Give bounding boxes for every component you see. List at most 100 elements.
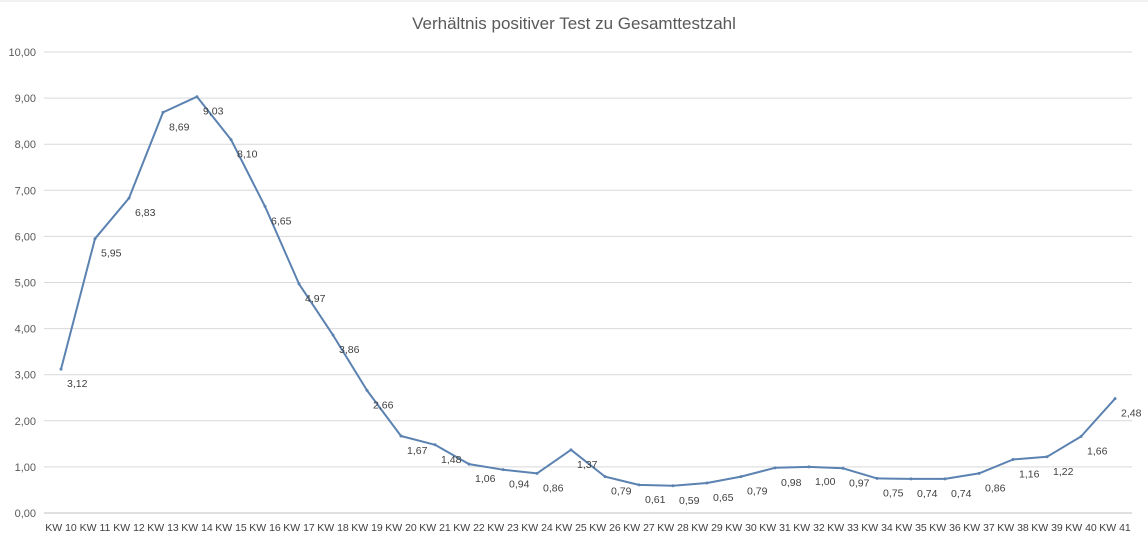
x-tick-label: KW 13	[147, 522, 179, 534]
data-point	[535, 471, 539, 475]
x-tick-label: KW 24	[521, 522, 553, 534]
data-point	[603, 475, 607, 479]
x-tick-label: KW 11	[80, 522, 111, 534]
data-label: 1,48	[441, 454, 462, 466]
y-tick-label: 5,00	[15, 278, 36, 290]
data-point	[569, 448, 573, 452]
data-point	[331, 333, 335, 337]
x-tick-label: KW 39	[1031, 522, 1063, 534]
x-tick-label: KW 22	[453, 522, 485, 534]
x-tick-label: KW 27	[623, 522, 655, 534]
y-tick-label: 2,00	[15, 416, 36, 428]
data-point	[297, 282, 301, 286]
data-label: 8,69	[169, 121, 190, 133]
y-tick-label: 10,00	[8, 47, 36, 59]
data-label: 1,37	[577, 459, 598, 471]
y-tick-label: 4,00	[15, 324, 36, 336]
data-label: 0,98	[781, 477, 802, 489]
x-tick-label: KW 20	[385, 522, 417, 534]
x-tick-label: KW 21	[419, 522, 451, 534]
x-tick-label: KW 25	[555, 522, 587, 534]
data-label: 0,74	[951, 488, 972, 500]
x-tick-label: KW 31	[759, 522, 791, 534]
y-tick-label: 3,00	[15, 370, 36, 382]
data-point	[195, 95, 199, 99]
data-point	[1045, 455, 1049, 459]
data-label: 4,97	[305, 293, 326, 305]
data-point	[1079, 434, 1083, 438]
x-tick-label: KW 35	[895, 522, 927, 534]
data-label: 3,12	[67, 378, 88, 390]
data-point	[399, 434, 403, 438]
chart-title: Verhältnis positiver Test zu Gesamttestz…	[412, 14, 736, 33]
data-label: 0,86	[543, 482, 564, 494]
data-point	[909, 477, 913, 481]
x-tick-label: KW 10	[45, 522, 77, 534]
data-point	[977, 471, 981, 475]
x-tick-label: KW 17	[283, 522, 315, 534]
x-tick-label: KW 41	[1099, 522, 1131, 534]
x-tick-label: KW 16	[249, 522, 281, 534]
data-point	[365, 388, 369, 392]
data-point	[127, 196, 131, 200]
x-tick-label: KW 23	[487, 522, 519, 534]
y-tick-label: 9,00	[15, 93, 36, 105]
data-point	[705, 481, 709, 485]
series-line	[60, 95, 1116, 487]
data-label: 9,03	[203, 106, 224, 118]
data-point	[773, 466, 777, 470]
x-tick-label: KW 30	[725, 522, 757, 534]
x-tick-label: KW 36	[929, 522, 961, 534]
data-point	[1011, 458, 1015, 462]
x-tick-label: KW 37	[963, 522, 995, 534]
data-label: 0,74	[917, 488, 938, 500]
data-label: 6,83	[135, 207, 156, 219]
data-point	[59, 367, 63, 371]
data-label: 2,66	[373, 399, 394, 411]
data-label: 2,48	[1121, 408, 1142, 420]
data-point	[943, 477, 947, 481]
data-point	[501, 468, 505, 472]
y-tick-label: 0,00	[15, 508, 36, 520]
x-tick-label: KW 40	[1065, 522, 1097, 534]
data-label: 0,79	[747, 486, 768, 498]
data-label: 6,65	[271, 215, 292, 227]
data-point	[263, 204, 267, 208]
data-point	[467, 462, 471, 466]
data-point	[841, 466, 845, 470]
x-tick-label: KW 12	[113, 522, 145, 534]
data-label: 1,66	[1087, 445, 1108, 457]
data-label: 1,06	[475, 473, 496, 485]
x-tick-label: KW 28	[657, 522, 689, 534]
x-tick-label: KW 33	[827, 522, 859, 534]
data-label: 1,22	[1053, 466, 1074, 478]
data-label: 0,86	[985, 482, 1006, 494]
data-label: 0,75	[883, 487, 904, 499]
x-tick-label: KW 18	[317, 522, 349, 534]
x-tick-label: KW 38	[997, 522, 1029, 534]
data-label: 8,10	[237, 149, 258, 161]
x-tick-label: KW 32	[793, 522, 825, 534]
data-label: 0,61	[645, 494, 666, 506]
y-tick-label: 1,00	[15, 462, 36, 474]
data-point	[93, 237, 97, 241]
x-tick-label: KW 26	[589, 522, 621, 534]
data-label: 0,65	[713, 492, 734, 504]
data-label: 0,59	[679, 495, 700, 507]
data-label: 1,67	[407, 445, 428, 457]
data-label: 1,00	[815, 476, 836, 488]
data-label: 3,86	[339, 344, 360, 356]
x-tick-label: KW 15	[215, 522, 247, 534]
data-point	[671, 484, 675, 488]
y-tick-label: 6,00	[15, 231, 36, 243]
data-label: 1,16	[1019, 469, 1040, 481]
x-tick-label: KW 14	[181, 522, 213, 534]
data-point	[807, 465, 811, 469]
y-tick-label: 7,00	[15, 185, 36, 197]
x-tick-label: KW 34	[861, 522, 893, 534]
data-point	[161, 110, 165, 114]
x-tick-label: KW 29	[691, 522, 723, 534]
data-point	[229, 138, 233, 142]
